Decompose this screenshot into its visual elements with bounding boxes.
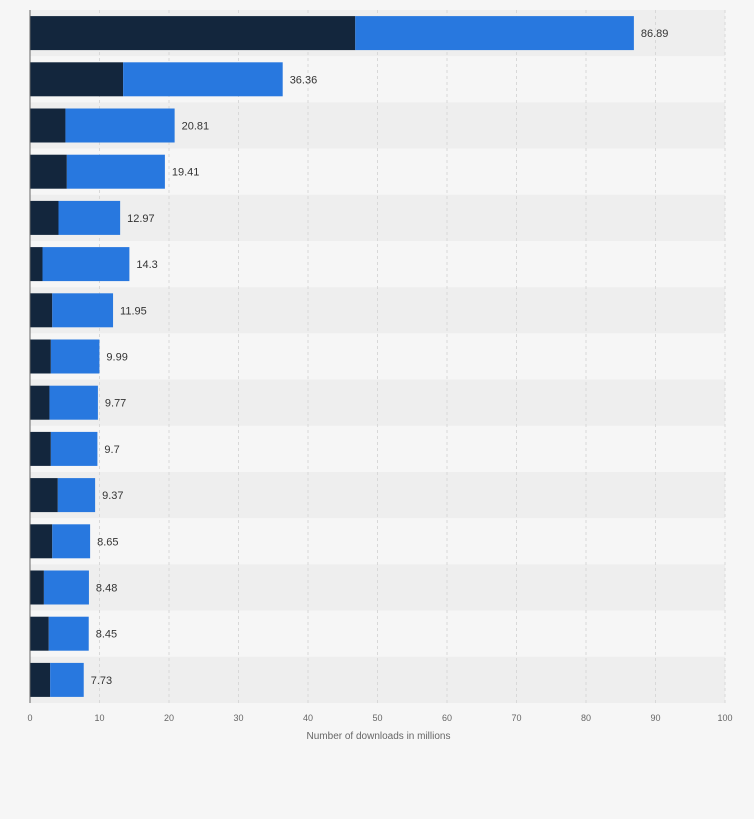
bar-segment-2-row-2[interactable] [123, 62, 283, 97]
data-label: 36.36 [290, 74, 318, 86]
bar-segment-1-row-10[interactable] [30, 431, 51, 466]
bar-segment-1-row-9[interactable] [30, 385, 50, 420]
bar-segment-2-row-10[interactable] [50, 431, 98, 466]
data-label: 9.7 [104, 444, 119, 456]
bar-segment-2-row-8[interactable] [50, 339, 100, 374]
bar-segment-2-row-7[interactable] [52, 293, 114, 328]
data-label: 7.73 [91, 675, 112, 687]
bar-segment-1-row-1[interactable] [30, 16, 356, 51]
data-label: 9.37 [102, 490, 123, 502]
bar-segment-1-row-2[interactable] [30, 62, 124, 97]
x-tick-label: 100 [717, 713, 732, 723]
bar-segment-2-row-5[interactable] [58, 200, 121, 235]
x-tick-label: 90 [650, 713, 660, 723]
bar-segment-2-row-9[interactable] [49, 385, 98, 420]
bar-segment-1-row-8[interactable] [30, 339, 51, 374]
bar-segment-2-row-6[interactable] [42, 247, 130, 282]
x-tick-label: 50 [372, 713, 382, 723]
bar-segment-1-row-13[interactable] [30, 570, 44, 605]
bar-segment-1-row-3[interactable] [30, 108, 66, 143]
data-label: 86.89 [641, 28, 669, 40]
data-label: 8.48 [96, 583, 117, 595]
data-label: 19.41 [172, 167, 200, 179]
x-tick-label: 70 [511, 713, 521, 723]
data-label: 20.81 [182, 121, 210, 133]
data-label: 8.45 [96, 629, 117, 641]
x-tick-label: 30 [233, 713, 243, 723]
bar-segment-1-row-6[interactable] [30, 247, 43, 282]
data-label: 8.65 [97, 536, 118, 548]
bar-segment-2-row-4[interactable] [66, 154, 165, 189]
x-tick-label: 10 [94, 713, 104, 723]
data-label: 9.99 [106, 352, 127, 364]
x-tick-label: 80 [581, 713, 591, 723]
bar-segment-2-row-13[interactable] [43, 570, 89, 605]
bar-segment-1-row-11[interactable] [30, 478, 58, 513]
data-label: 9.77 [105, 398, 126, 410]
x-tick-label: 60 [442, 713, 452, 723]
bar-segment-2-row-15[interactable] [50, 662, 84, 697]
bar-segment-2-row-11[interactable] [57, 478, 96, 513]
bar-segment-1-row-14[interactable] [30, 616, 49, 651]
bar-segment-1-row-7[interactable] [30, 293, 53, 328]
bar-segment-2-row-12[interactable] [52, 524, 91, 559]
x-axis-title: Number of downloads in millions [307, 731, 451, 742]
data-label: 14.3 [136, 259, 157, 271]
bar-segment-1-row-5[interactable] [30, 200, 59, 235]
bar-segment-2-row-3[interactable] [65, 108, 175, 143]
bar-segment-2-row-1[interactable] [355, 16, 634, 51]
data-label: 11.95 [120, 305, 147, 317]
data-label: 12.97 [127, 213, 155, 225]
bar-segment-2-row-14[interactable] [48, 616, 89, 651]
bar-segment-1-row-12[interactable] [30, 524, 53, 559]
bar-segment-1-row-15[interactable] [30, 662, 51, 697]
x-tick-label: 0 [27, 713, 32, 723]
x-tick-label: 20 [164, 713, 174, 723]
bar-segment-1-row-4[interactable] [30, 154, 67, 189]
x-tick-label: 40 [303, 713, 313, 723]
